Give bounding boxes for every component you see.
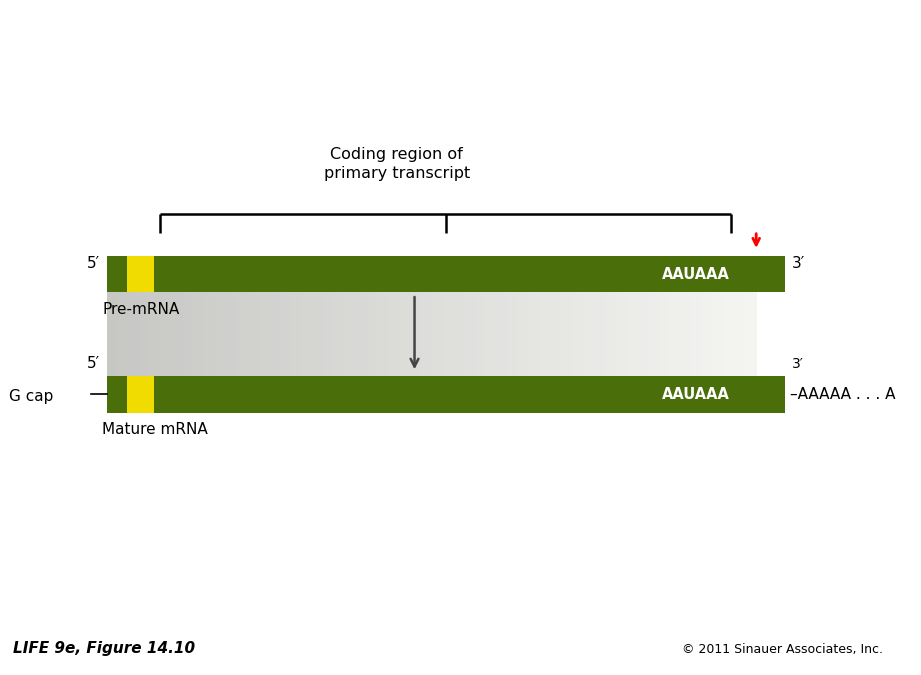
Bar <box>496 292 508 376</box>
Bar <box>280 292 292 376</box>
Bar <box>107 292 119 376</box>
Bar <box>139 292 151 376</box>
Text: Mature mRNA: Mature mRNA <box>102 423 208 437</box>
Bar <box>334 292 345 376</box>
Bar <box>702 292 714 376</box>
Bar <box>171 292 183 376</box>
Bar <box>356 292 367 376</box>
Bar <box>323 292 335 376</box>
Bar <box>519 292 530 376</box>
Bar <box>301 292 313 376</box>
Bar <box>107 376 785 412</box>
Text: G cap: G cap <box>8 389 53 404</box>
Bar <box>237 292 249 376</box>
Bar <box>724 292 736 376</box>
Bar <box>453 292 465 376</box>
Bar <box>226 292 238 376</box>
Bar <box>128 292 140 376</box>
Bar <box>681 292 693 376</box>
Bar <box>637 292 649 376</box>
Bar <box>475 292 486 376</box>
Bar <box>659 292 670 376</box>
Bar <box>431 292 443 376</box>
Text: Coding region of
primary transcript: Coding region of primary transcript <box>323 146 470 181</box>
Bar <box>626 292 638 376</box>
Bar <box>464 292 475 376</box>
Bar <box>529 292 541 376</box>
Text: LIFE 9e, Figure 14.10: LIFE 9e, Figure 14.10 <box>13 641 195 656</box>
Bar <box>378 292 389 376</box>
Bar <box>745 292 757 376</box>
Bar <box>291 292 302 376</box>
Bar <box>615 292 627 376</box>
Text: Pre-mRNA: Pre-mRNA <box>102 302 180 317</box>
Text: © 2011 Sinauer Associates, Inc.: © 2011 Sinauer Associates, Inc. <box>682 643 883 656</box>
Bar <box>107 256 785 292</box>
Bar <box>258 292 270 376</box>
Bar <box>562 292 573 376</box>
Bar <box>605 292 616 376</box>
Bar <box>269 292 281 376</box>
Bar <box>127 256 154 292</box>
Bar <box>204 292 216 376</box>
Bar <box>248 292 259 376</box>
Bar <box>399 292 411 376</box>
Bar <box>150 292 162 376</box>
Bar <box>692 292 703 376</box>
Bar <box>410 292 422 376</box>
Bar <box>670 292 682 376</box>
Bar <box>648 292 659 376</box>
Bar <box>367 292 379 376</box>
Text: 5′: 5′ <box>87 356 99 371</box>
Text: AAUAAA: AAUAAA <box>661 387 729 402</box>
Text: 3′: 3′ <box>792 357 804 371</box>
Bar <box>735 292 746 376</box>
Bar <box>127 376 154 412</box>
Bar <box>540 292 552 376</box>
Bar <box>442 292 454 376</box>
Bar <box>421 292 432 376</box>
Bar <box>215 292 227 376</box>
Bar <box>713 292 725 376</box>
Bar <box>551 292 562 376</box>
Bar <box>193 292 205 376</box>
Bar <box>182 292 194 376</box>
Bar <box>161 292 172 376</box>
Bar <box>583 292 595 376</box>
Text: AAUAAA: AAUAAA <box>661 267 729 281</box>
Bar <box>388 292 400 376</box>
Text: –AAAAA . . . A: –AAAAA . . . A <box>790 387 895 402</box>
Bar <box>594 292 606 376</box>
Bar <box>572 292 584 376</box>
Bar <box>312 292 324 376</box>
Bar <box>507 292 519 376</box>
Bar <box>344 292 356 376</box>
Text: 3′: 3′ <box>792 256 805 271</box>
Bar <box>118 292 129 376</box>
Bar <box>485 292 497 376</box>
Text: 5′: 5′ <box>87 256 99 271</box>
